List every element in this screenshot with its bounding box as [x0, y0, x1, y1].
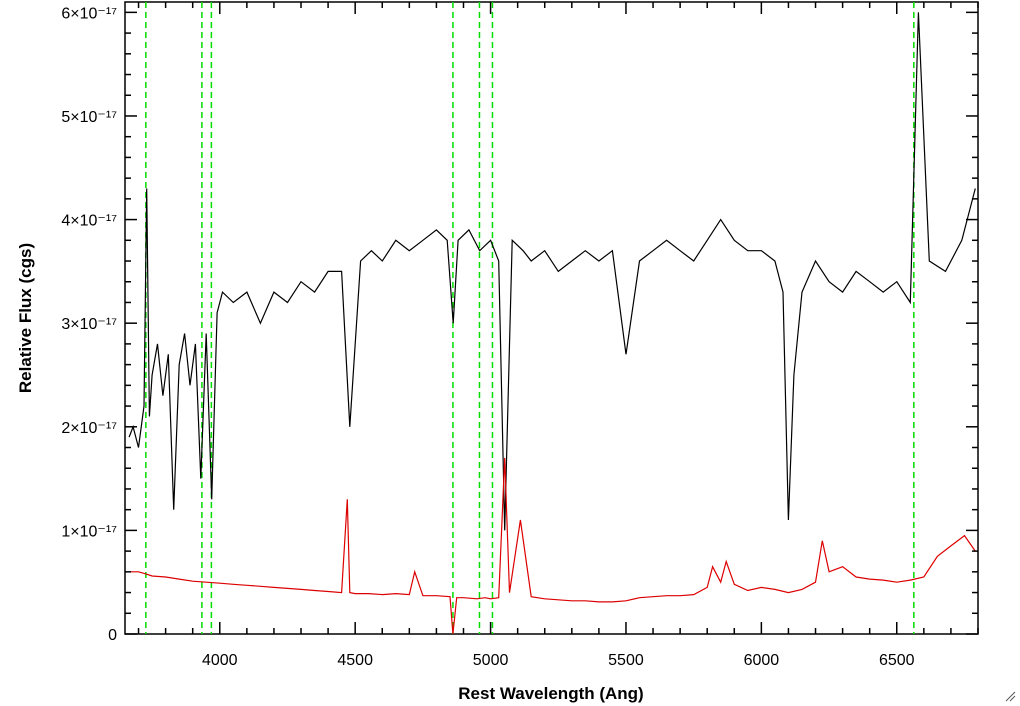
series-line	[128, 12, 976, 531]
y-axis-label: Relative Flux (cgs)	[16, 243, 35, 393]
plot-frame	[124, 1, 979, 635]
y-tick-label: 0	[108, 627, 117, 644]
x-tick-label: 6000	[744, 652, 780, 669]
x-tick-label: 5500	[608, 652, 644, 669]
resize-grip-icon[interactable]	[1004, 690, 1016, 702]
x-tick-label: 6500	[879, 652, 915, 669]
y-tick-label: 5×10⁻¹⁷	[61, 109, 117, 126]
reference-lines	[145, 2, 915, 634]
x-tick-label: 5000	[473, 652, 509, 669]
x-axis-label: Rest Wavelength (Ang)	[458, 684, 643, 703]
y-tick-label: 4×10⁻¹⁷	[61, 213, 117, 230]
y-axis: 0 1×10⁻¹⁷ 2×10⁻¹⁷ 3×10⁻¹⁷ 4×10⁻¹⁷ 5×10⁻¹⁷ 6×10…	[61, 5, 978, 644]
x-tick-label: 4000	[202, 652, 238, 669]
y-tick-label: 1×10⁻¹⁷	[61, 523, 117, 540]
series-line	[129, 457, 976, 635]
y-tick-label: 3×10⁻¹⁷	[61, 316, 117, 333]
y-tick-label: 2×10⁻¹⁷	[61, 420, 117, 437]
x-tick-label: 4500	[337, 652, 373, 669]
y-tick-label: 6×10⁻¹⁷	[61, 5, 117, 22]
series-group	[128, 12, 976, 635]
x-axis: 4000 4500 5000 5500 6000 6500	[137, 2, 979, 669]
